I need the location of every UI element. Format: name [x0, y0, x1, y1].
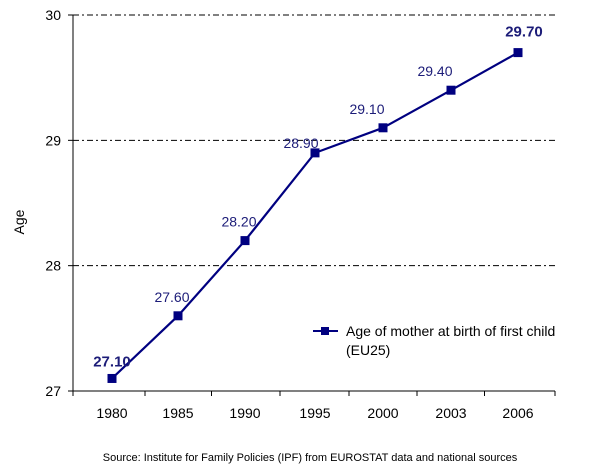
y-axis-label: Age: [11, 209, 27, 234]
gridlines: [73, 14, 555, 267]
data-label: 28.20: [221, 214, 256, 230]
y-tick-label: 29: [45, 132, 61, 148]
data-point-marker: [240, 236, 250, 246]
data-point-marker: [107, 373, 117, 383]
data-label: 29.70: [505, 24, 543, 41]
data-point-marker: [513, 48, 523, 58]
x-tick-label: 1990: [229, 405, 260, 421]
x-tick-label: 1995: [299, 405, 330, 421]
data-label: 27.60: [154, 289, 189, 305]
y-tick-label: 30: [45, 7, 61, 23]
y-ticks: 27 28 29 30: [45, 7, 73, 399]
y-tick-label: 28: [45, 258, 61, 274]
series-group: 27.10 27.60 28.20 28.90 29.10 29.40 29.70: [93, 24, 543, 383]
data-label: 29.10: [349, 101, 384, 117]
data-label: 27.10: [93, 353, 131, 370]
x-tick-label: 2006: [502, 405, 533, 421]
y-tick-label: 27: [45, 383, 61, 399]
legend-label-line2: (EU25): [346, 342, 390, 358]
axes: [72, 15, 555, 392]
data-point-marker: [173, 311, 183, 321]
data-label: 29.40: [417, 63, 452, 79]
data-label: 28.90: [283, 135, 318, 151]
x-tick-label: 2003: [435, 405, 466, 421]
data-point-marker: [310, 148, 320, 158]
x-tick-label: 1980: [96, 405, 127, 421]
legend-marker-swatch: [321, 327, 329, 335]
data-point-marker: [378, 123, 388, 133]
legend: Age of mother at birth of first child (E…: [313, 323, 555, 358]
x-tick-label: 1985: [162, 405, 193, 421]
x-ticks: 1980 1985 1990 1995 2000 2003 2006: [72, 391, 556, 421]
legend-label-line1: Age of mother at birth of first child: [346, 323, 555, 339]
data-point-marker: [446, 85, 456, 95]
source-note: Source: Institute for Family Policies (I…: [103, 452, 518, 464]
x-tick-label: 2000: [367, 405, 398, 421]
